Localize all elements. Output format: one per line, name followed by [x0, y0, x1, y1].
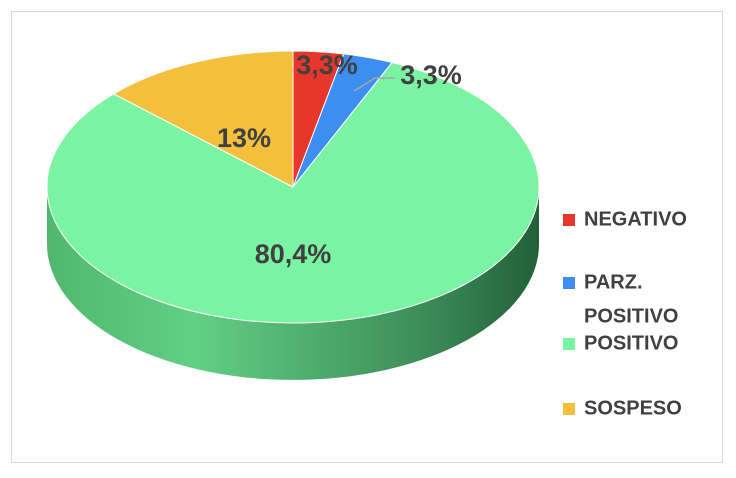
pie-slice-sospeso: [112, 50, 294, 188]
legend-label-positivo: POSITIVO: [584, 332, 678, 354]
legend-swatch-parz-positivo: [563, 277, 575, 289]
data-label-negativo: 3,3%: [296, 50, 358, 80]
legend-swatch-positivo: [563, 338, 575, 350]
pie-side-wall: [47, 187, 539, 380]
legend-label-parz-positivo: PARZ.: [584, 271, 643, 293]
legend-label-sospeso: SOSPESO: [584, 397, 682, 419]
legend-swatch-sospeso: [563, 403, 575, 415]
legend-swatch-negativo: [563, 214, 575, 226]
legend-label-parz-positivo: POSITIVO: [584, 305, 678, 327]
legend: NEGATIVO PARZ. POSITIVO POSITIVO SOSPESO: [563, 208, 687, 419]
legend-label-negativo: NEGATIVO: [584, 208, 687, 230]
pie-slice-positivo: [46, 61, 540, 324]
data-label-positivo: 80,4%: [255, 239, 332, 269]
leader-line: [353, 77, 395, 92]
data-label-parz-positivo: 3,3%: [400, 60, 462, 90]
data-label-sospeso: 13%: [217, 123, 271, 153]
